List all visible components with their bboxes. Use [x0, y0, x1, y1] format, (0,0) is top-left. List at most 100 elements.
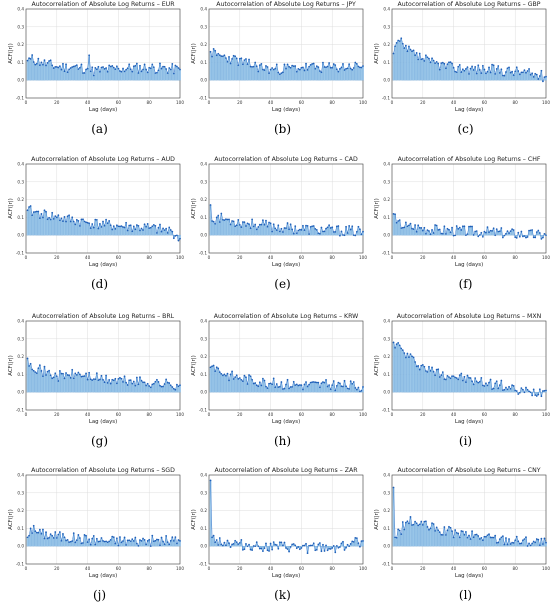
acf-point: [539, 75, 541, 77]
acf-bar: [475, 535, 476, 547]
acf-point: [128, 63, 130, 65]
acf-bar: [333, 64, 334, 80]
acf-point: [457, 379, 459, 381]
acf-bar: [162, 67, 163, 81]
acf-point: [474, 231, 476, 233]
acf-point: [288, 228, 290, 230]
acf-point: [124, 537, 126, 539]
acf-bar: [47, 63, 48, 80]
acf-point: [294, 225, 296, 227]
acf-bar: [279, 74, 280, 80]
acf-bar: [290, 68, 291, 80]
acf-point: [304, 545, 306, 547]
acf-point: [516, 66, 518, 68]
y-tick-label: 0.4: [383, 319, 390, 324]
acf-point: [128, 225, 130, 227]
plot-frame: [392, 164, 546, 253]
acf-point: [297, 68, 299, 70]
x-tick-label: 0: [391, 100, 394, 105]
y-tick-label: 0.2: [200, 42, 207, 47]
acf-point: [151, 225, 153, 227]
acf-point: [244, 221, 246, 223]
acf-point: [499, 384, 501, 386]
acf-bar: [38, 59, 39, 81]
acf-point: [339, 382, 341, 384]
acf-point: [108, 541, 110, 543]
acf-bar: [362, 66, 363, 80]
acf-bar: [468, 74, 469, 80]
acf-point: [450, 377, 452, 379]
acf-point: [350, 380, 352, 382]
acf-bar: [527, 71, 528, 80]
acf-point: [528, 543, 530, 545]
plot-frame: [209, 475, 363, 564]
acf-point: [345, 385, 347, 387]
acf-bar: [44, 539, 45, 547]
acf-point: [513, 74, 515, 76]
acf-point: [171, 386, 173, 388]
acf-bar: [178, 68, 179, 80]
acf-point: [485, 382, 487, 384]
acf-point: [462, 530, 464, 532]
acf-point: [90, 70, 92, 72]
acf-point: [62, 63, 64, 65]
panel-label: (k): [191, 588, 374, 602]
acf-point: [396, 42, 398, 44]
acf-bar: [441, 535, 442, 546]
acf-point: [471, 380, 473, 382]
acf-bar: [313, 382, 314, 392]
acf-point: [67, 215, 69, 217]
acf-point: [227, 540, 229, 542]
acf-bar: [275, 228, 276, 235]
acf-bar: [112, 380, 113, 393]
acf-point: [544, 76, 546, 78]
acf-bar: [110, 384, 111, 393]
acf-bar: [448, 62, 449, 80]
acf-point: [244, 375, 246, 377]
acf-bar: [118, 379, 119, 392]
acf-bar: [329, 225, 330, 235]
acf-point: [408, 224, 410, 226]
acf-point: [256, 384, 258, 386]
acf-point: [336, 545, 338, 547]
acf-bar: [428, 59, 429, 81]
acf-bar: [118, 226, 119, 235]
acf-point: [494, 383, 496, 385]
acf-point: [211, 56, 213, 58]
acf-bar: [361, 68, 362, 81]
x-tick-label: 80: [330, 412, 336, 417]
acf-bar: [102, 67, 103, 80]
acf-point: [490, 230, 492, 232]
acf-bar: [47, 372, 48, 393]
acf-point: [353, 541, 355, 543]
acf-bar: [255, 62, 256, 80]
acf-bar: [59, 220, 60, 235]
acf-bar: [235, 226, 236, 235]
acf-bar: [262, 220, 263, 235]
y-tick-label: -0.1: [199, 96, 208, 101]
acf-point: [48, 217, 50, 219]
acf-bar: [315, 229, 316, 235]
acf-point: [34, 211, 36, 213]
acf-bar: [42, 65, 43, 81]
acf-bar: [356, 64, 357, 80]
acf-bar: [525, 73, 526, 80]
acf-point: [394, 213, 396, 215]
acf-point: [210, 51, 212, 53]
acf-bar: [147, 384, 148, 392]
acf-point: [516, 237, 518, 239]
acf-point: [480, 537, 482, 539]
acf-bar: [352, 384, 353, 392]
acf-point: [536, 395, 538, 397]
acf-point: [530, 545, 532, 547]
acf-bar: [413, 525, 414, 547]
y-axis-label: ACF(|r|): [374, 43, 380, 64]
acf-point: [319, 233, 321, 235]
acf-point: [525, 387, 527, 389]
acf-point: [108, 220, 110, 222]
acf-bar: [411, 356, 412, 392]
acf-point: [148, 227, 150, 229]
acf-bar: [261, 225, 262, 236]
acf-point: [434, 374, 436, 376]
acf-point: [405, 357, 407, 359]
